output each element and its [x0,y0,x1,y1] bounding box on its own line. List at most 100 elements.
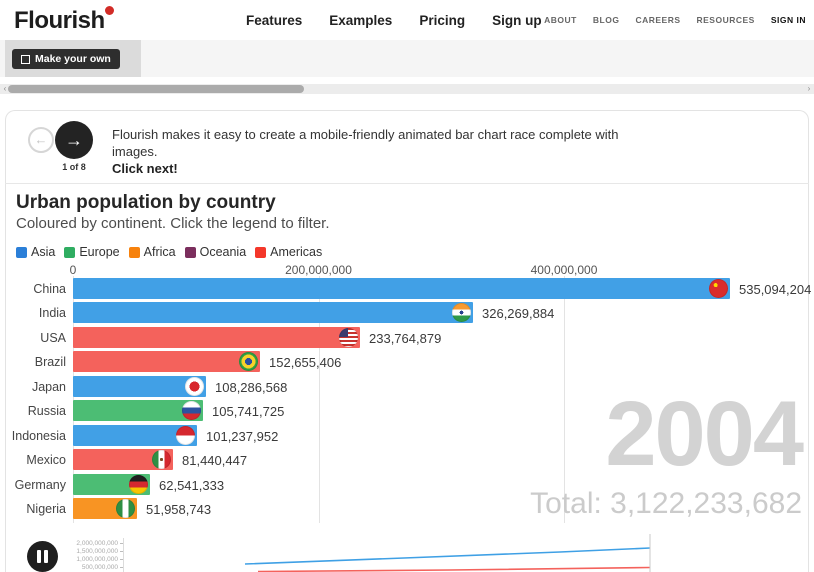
bar-value-china: 535,094,204 [739,282,812,297]
bar-value-indonesia: 101,237,952 [206,429,279,444]
bar-label-brazil: Brazil [34,355,66,369]
make-your-own-label: Make your own [35,53,111,65]
chart-legend: Asia Europe Africa Oceania Americas [16,245,322,259]
mexico-flag-icon [152,450,171,469]
logo-dot-icon [104,6,114,15]
pause-button[interactable] [27,541,58,572]
bar-value-germany: 62,541,333 [159,478,225,493]
bar-label-nigeria: Nigeria [26,502,66,516]
prev-step-button[interactable]: ← [28,127,54,153]
legend-label: Oceania [199,245,247,259]
logo-text: Flourish [14,7,105,34]
pause-icon [44,550,48,563]
legend-swatch-icon [16,246,27,258]
nav-link-pricing[interactable]: Pricing [419,12,466,28]
flourish-logo[interactable]: Flourish [14,6,114,35]
legend-swatch-icon [128,246,140,258]
bar-label-germany: Germany [14,478,66,492]
bar-nigeria[interactable] [73,498,137,519]
axis-tick-label: 400,000,000 [530,263,598,277]
main-nav: Features Examples Pricing Sign up [246,0,542,40]
indonesia-flag-icon [176,426,195,445]
bar-value-mexico: 81,440,447 [182,453,248,468]
axis-gridline [73,276,74,523]
bar-label-china: China [33,282,66,296]
bar-germany[interactable] [73,474,150,495]
germany-flag-icon [129,475,148,494]
bar-value-usa: 233,764,879 [369,331,442,346]
bar-russia[interactable] [73,400,203,421]
nigeria-flag-icon [116,499,135,518]
scroll-left-arrow-icon[interactable]: ‹ [3,84,7,93]
secondary-nav-link-about[interactable]: ABOUT [544,15,577,25]
timeline-axis-tick [120,559,124,560]
legend-item-americas[interactable]: Americas [255,245,322,259]
timeline-axis-tick [120,543,124,544]
tip-divider [5,183,809,184]
legend-item-oceania[interactable]: Oceania [184,245,247,259]
year-counter: 2004 [605,383,804,485]
nav-link-examples[interactable]: Examples [329,12,393,28]
axis-tick-label: 200,000,000 [285,263,352,277]
timeline-axis-label: 1,500,000,000 [76,548,118,555]
usa-flag-icon [339,328,358,347]
bar-mexico[interactable] [73,449,173,470]
make-your-own-button[interactable]: Make your own [12,49,120,69]
bar-label-mexico: Mexico [26,453,66,467]
axis-gridline [318,276,320,523]
left-arrow-icon: ← [34,132,48,147]
horizontal-scrollbar-thumb[interactable] [8,85,304,93]
timeline-axis-line [123,538,124,572]
legend-item-africa[interactable]: Africa [128,245,176,259]
legend-label: Americas [270,245,323,259]
bar-value-russia: 105,741,725 [212,404,285,419]
bar-indonesia[interactable] [73,425,197,446]
legend-label: Asia [31,245,56,259]
legend-swatch-icon [184,246,196,258]
timeline-axis-tick [120,551,124,552]
legend-swatch-icon [255,246,267,258]
external-link-icon [21,54,30,64]
bar-value-india: 326,269,884 [482,306,555,321]
tip-text: Flourish makes it easy to create a mobil… [112,126,632,177]
scroll-right-arrow-icon[interactable]: › [807,84,811,93]
timeline-axis-tick [120,567,124,568]
bar-china[interactable] [73,278,730,299]
bar-value-brazil: 152,655,406 [269,355,342,370]
next-step-button[interactable]: → [55,121,93,159]
legend-item-europe[interactable]: Europe [64,245,120,259]
bar-label-indonesia: Indonesia [11,429,66,443]
timeline-axis-label: 2,000,000,000 [76,540,118,547]
bar-india[interactable] [73,302,473,323]
chart-title: Urban population by country [16,192,276,213]
legend-item-asia[interactable]: Asia [16,245,55,259]
india-flag-icon [452,303,471,322]
legend-label: Europe [79,245,120,259]
timeline-axis-label: 500,000,000 [81,564,118,571]
bar-label-russia: Russia [27,404,66,418]
secondary-nav-link-resources[interactable]: RESOURCES [696,15,755,25]
russia-flag-icon [182,401,201,420]
tip-cta: Click next! [112,161,178,176]
horizontal-scrollbar-track[interactable] [0,84,814,94]
brazil-flag-icon [239,352,258,371]
secondary-nav-link-sign-in[interactable]: SIGN IN [770,15,806,25]
legend-swatch-icon [64,246,76,258]
right-arrow-icon: → [65,130,83,150]
bar-label-india: India [38,306,66,320]
pause-icon [37,550,41,563]
tip-body: Flourish makes it easy to create a mobil… [112,127,619,159]
nav-link-features[interactable]: Features [246,12,303,28]
chart-subtitle: Coloured by continent. Click the legend … [16,215,330,232]
axis-gridline [564,276,565,523]
nav-link-sign-up[interactable]: Sign up [492,12,542,28]
bar-value-japan: 108,286,568 [215,380,288,395]
secondary-nav-link-blog[interactable]: BLOG [592,15,620,25]
secondary-nav-link-careers[interactable]: CAREERS [635,15,681,25]
bar-brazil[interactable] [73,351,260,372]
bar-japan[interactable] [73,376,206,397]
bar-usa[interactable] [73,327,360,348]
japan-flag-icon [185,377,204,396]
axis-tick-label: 0 [69,263,77,277]
